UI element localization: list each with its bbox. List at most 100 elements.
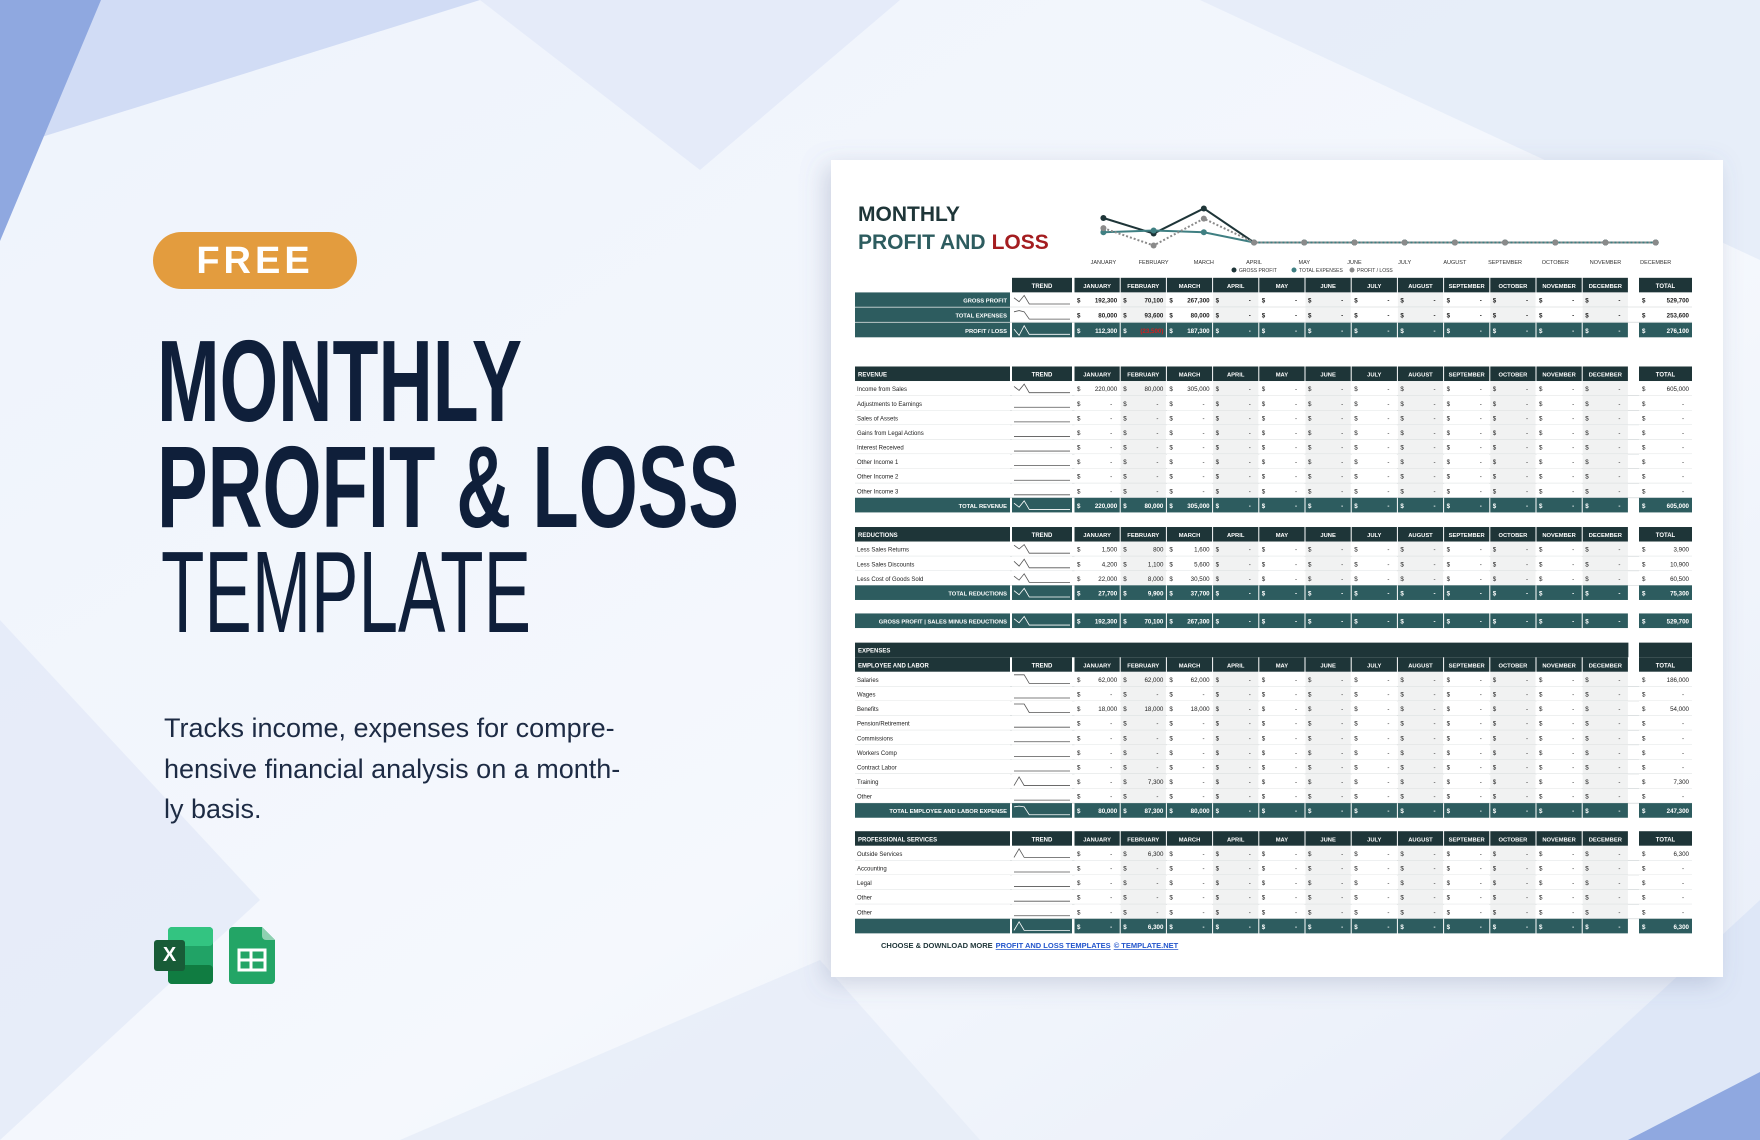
currency: $ <box>1262 895 1266 902</box>
cell <box>1305 759 1351 774</box>
header-cell <box>1536 366 1582 382</box>
footer-link[interactable]: PROFIT AND LOSS TEMPLATES <box>996 941 1111 950</box>
cell <box>1397 307 1444 323</box>
currency: $ <box>1585 415 1589 422</box>
column-header: MAY <box>1276 663 1288 669</box>
currency: $ <box>1308 779 1312 786</box>
cell <box>1120 874 1166 890</box>
cell <box>1213 410 1259 425</box>
footer-site[interactable]: © TEMPLATE.NET <box>1114 941 1179 950</box>
currency: $ <box>1216 561 1220 568</box>
cell-value: - <box>1682 692 1684 699</box>
cell-value: - <box>1387 706 1389 713</box>
trend-cell <box>1012 410 1072 425</box>
currency: $ <box>1308 415 1312 422</box>
currency: $ <box>1077 488 1081 495</box>
currency: $ <box>1123 576 1127 583</box>
header-cell <box>1166 277 1213 293</box>
cell <box>1351 410 1397 425</box>
header-cell <box>1120 657 1166 672</box>
cell-value: - <box>1249 895 1251 902</box>
cell-value: - <box>1156 692 1158 699</box>
subtitle-accent: LOSS <box>992 231 1049 254</box>
cell-value: - <box>1295 808 1297 815</box>
cell <box>1166 686 1213 702</box>
cell-value: - <box>1434 706 1436 713</box>
cell-value: - <box>1249 779 1251 786</box>
header-cell <box>1166 527 1213 542</box>
cell-value: - <box>1249 880 1251 887</box>
cell-value: 192,300 <box>1095 298 1118 305</box>
currency: $ <box>1400 808 1404 815</box>
cell <box>1259 874 1305 890</box>
currency: $ <box>1123 401 1127 408</box>
sparkline <box>1013 848 1070 858</box>
cell-value: - <box>1295 764 1297 771</box>
cell <box>1166 773 1213 789</box>
cell-value: - <box>1295 851 1297 858</box>
currency: $ <box>1447 794 1451 801</box>
cell-value: - <box>1618 386 1620 393</box>
cell <box>1259 701 1305 716</box>
currency: $ <box>1585 561 1589 568</box>
currency: $ <box>1354 576 1358 583</box>
currency: $ <box>1169 865 1173 872</box>
currency: $ <box>1262 721 1266 728</box>
cell <box>1397 701 1444 716</box>
header-cell <box>1536 277 1582 293</box>
cell-value: - <box>1572 692 1574 699</box>
currency: $ <box>1354 851 1358 858</box>
currency: $ <box>1642 415 1646 422</box>
header-cell <box>1397 657 1444 672</box>
cell-value: - <box>1480 474 1482 481</box>
currency: $ <box>1447 474 1451 481</box>
cell-value: - <box>1387 808 1389 815</box>
header-cell <box>1259 527 1305 542</box>
column-header: AUGUST <box>1408 533 1433 539</box>
currency: $ <box>1216 735 1220 742</box>
cell-value: - <box>1203 415 1205 422</box>
header-cell <box>1582 657 1628 672</box>
currency: $ <box>1493 561 1497 568</box>
cell-value: - <box>1526 779 1528 786</box>
cell <box>1305 686 1351 702</box>
cell-value: - <box>1249 445 1251 452</box>
cell-value: - <box>1434 764 1436 771</box>
header-cell <box>1397 527 1444 542</box>
total-cell <box>1639 874 1692 890</box>
cell <box>1166 730 1213 745</box>
currency: $ <box>1642 794 1646 801</box>
cell <box>1536 556 1582 571</box>
cell-value: - <box>1341 706 1343 713</box>
cell-value: 112,300 <box>1095 328 1118 335</box>
currency: $ <box>1169 619 1173 626</box>
cell-value: - <box>1295 576 1297 583</box>
cell <box>1351 788 1397 804</box>
cell <box>1166 759 1213 774</box>
header-cell <box>1166 366 1213 382</box>
currency: $ <box>1400 706 1404 713</box>
cell <box>1444 483 1490 498</box>
header-cell <box>1074 657 1120 672</box>
cell <box>1397 497 1444 513</box>
cell-value: - <box>1387 851 1389 858</box>
cell <box>1536 381 1582 396</box>
currency: $ <box>1354 779 1358 786</box>
currency: $ <box>1539 386 1543 393</box>
total-cell <box>1639 686 1692 702</box>
cell-value: - <box>1249 706 1251 713</box>
total-cell <box>1639 307 1692 323</box>
cell-value: - <box>1387 576 1389 583</box>
trend-cell <box>1012 585 1072 600</box>
row-label: Other <box>857 795 872 801</box>
header-cell <box>1397 277 1444 293</box>
currency: $ <box>1123 313 1127 320</box>
currency: $ <box>1585 503 1589 510</box>
header-cell <box>1012 527 1072 542</box>
cell <box>1351 918 1397 934</box>
currency: $ <box>1493 547 1497 554</box>
trend-cell <box>1012 292 1072 308</box>
cell <box>1490 541 1536 557</box>
currency: $ <box>1400 313 1404 320</box>
cell <box>1444 381 1490 396</box>
